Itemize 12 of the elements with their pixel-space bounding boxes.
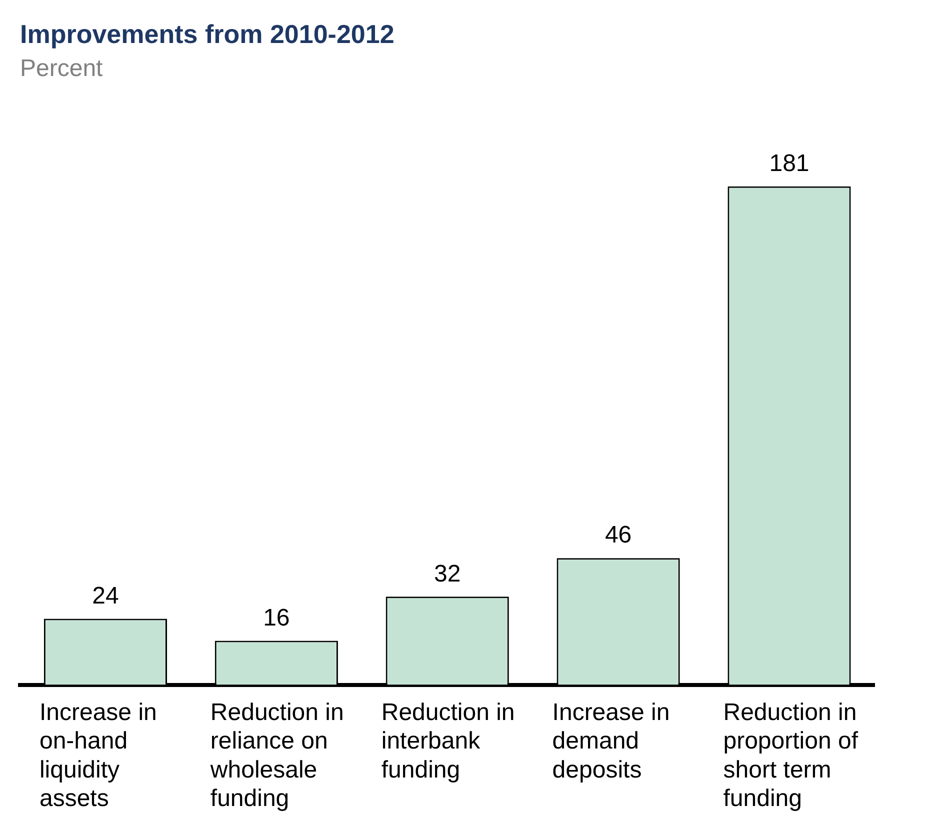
- data-label: 32: [434, 560, 461, 588]
- data-label: 24: [92, 582, 119, 610]
- x-tick-label: Reduction in interbank funding: [381, 698, 515, 784]
- data-label: 16: [263, 604, 290, 632]
- chart-subtitle: Percent: [20, 55, 104, 82]
- x-tick-label: Increase in on-hand liquidity assets: [39, 698, 157, 812]
- x-tick-label: Reduction in reliance on wholesale funding: [209, 698, 344, 812]
- data-label: 181: [769, 150, 810, 177]
- data-label: 46: [604, 522, 632, 549]
- x-tick-label: Reduction in proportion of short term funding: [723, 698, 858, 812]
- chart-title: Improvements from 2010-2012: [20, 18, 394, 49]
- x-tick-label: Increase in demand deposits: [552, 698, 670, 784]
